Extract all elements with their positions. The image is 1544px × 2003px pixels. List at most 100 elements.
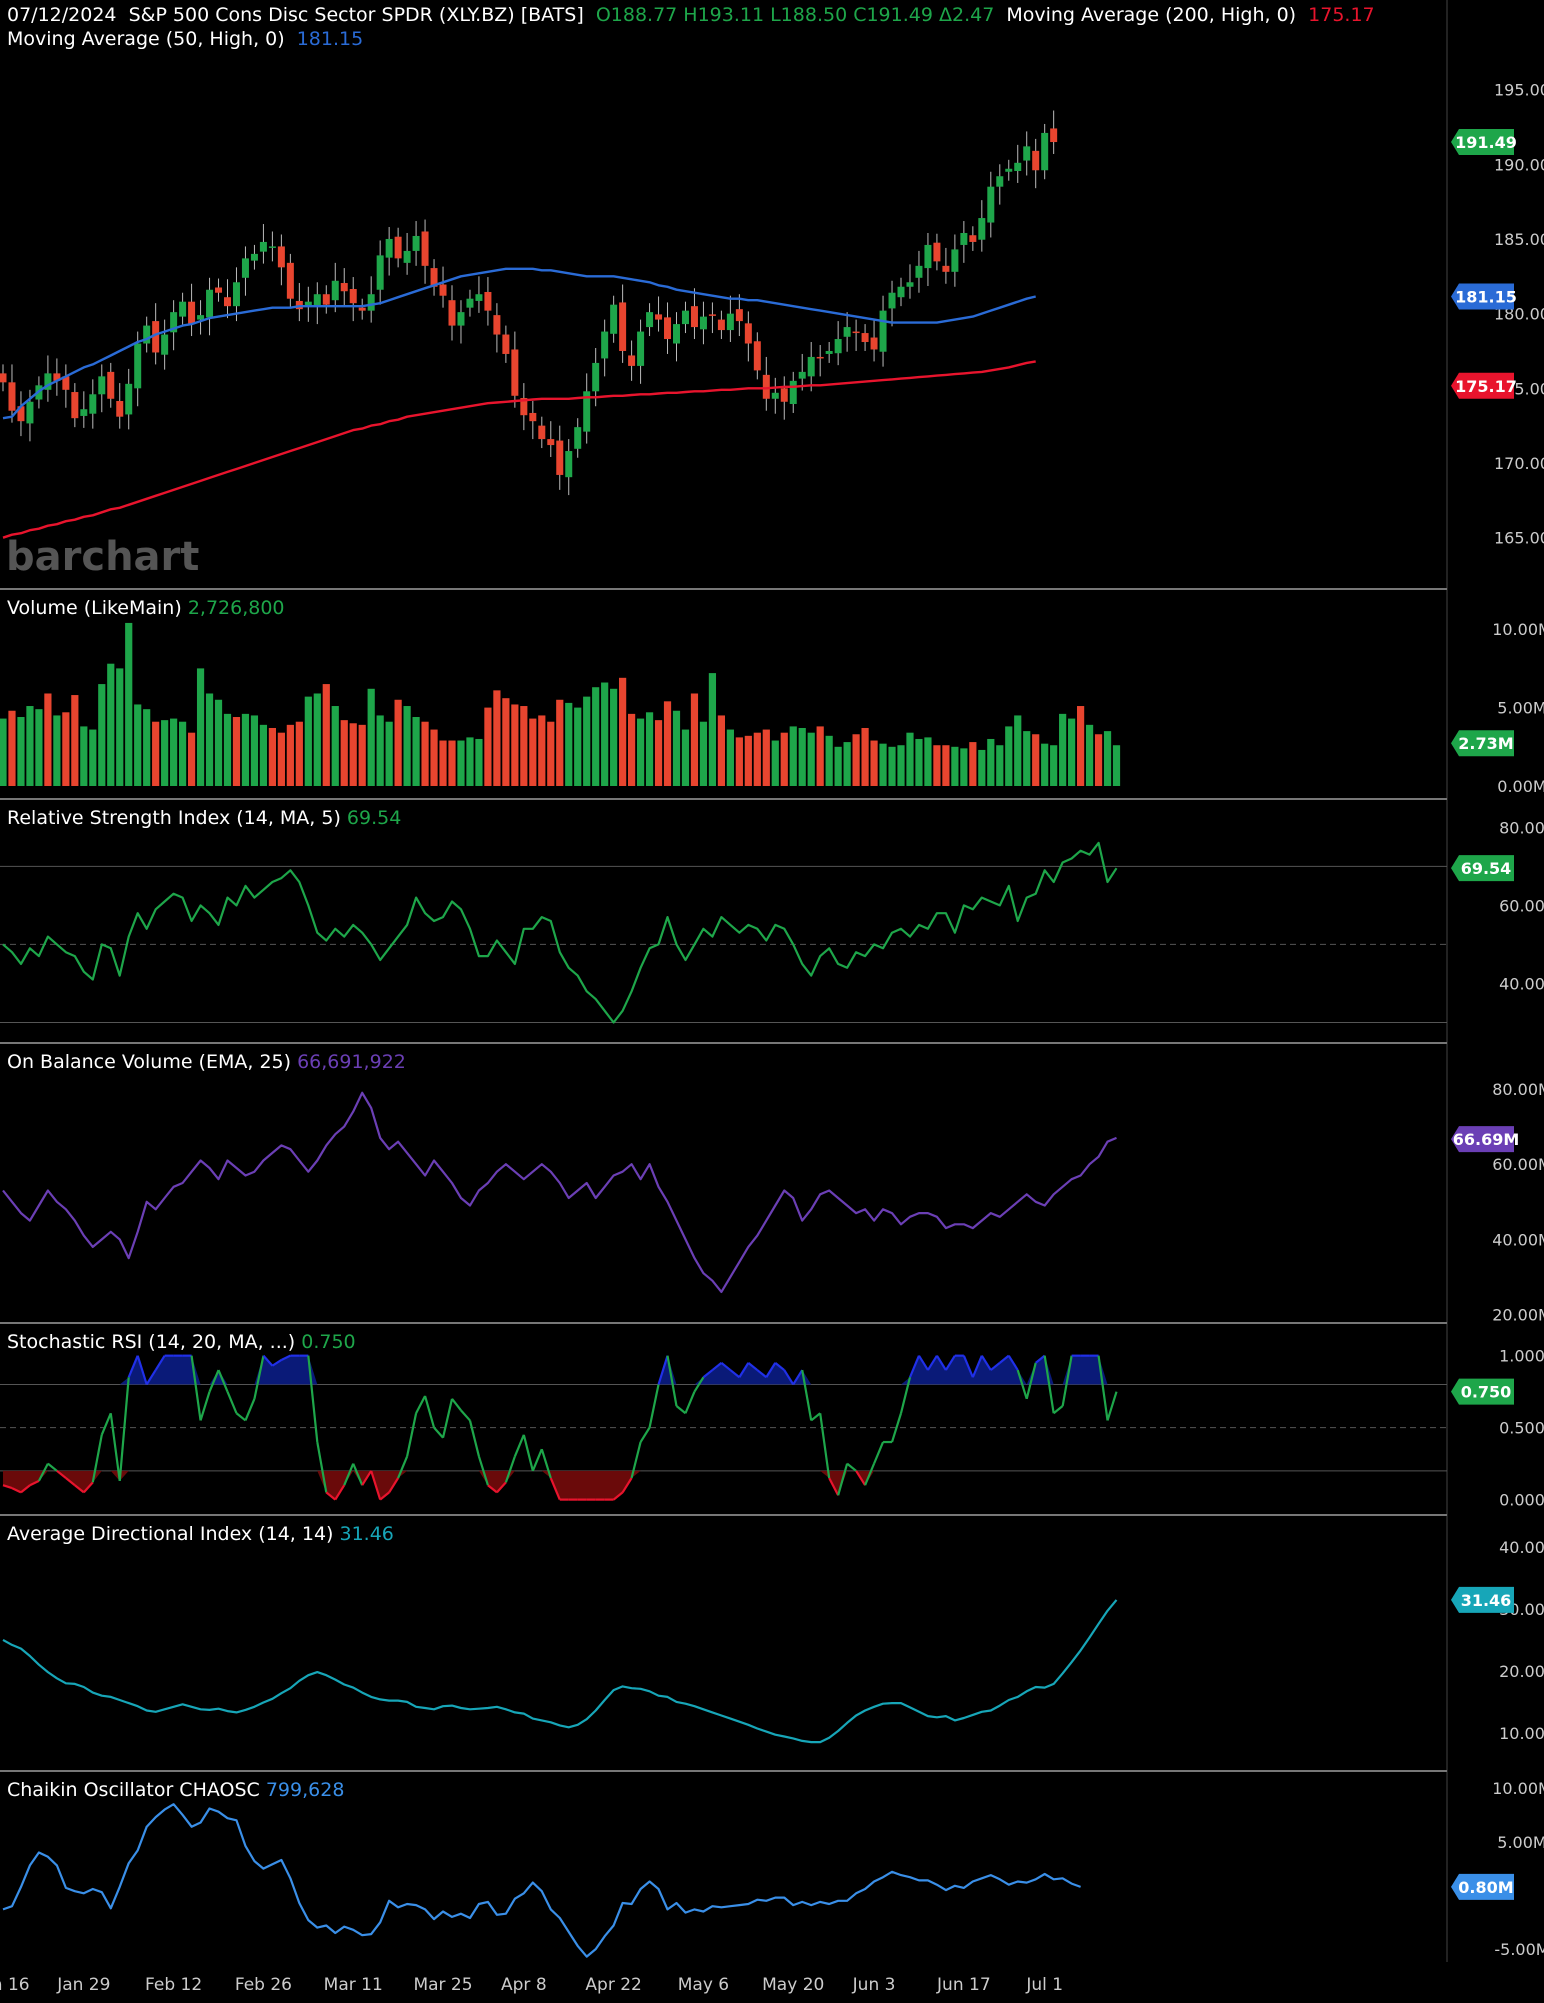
rsi-badge: 69.54 — [1461, 859, 1512, 878]
chaikin-badge-bg — [1451, 1873, 1514, 1900]
stoch-line-segment — [899, 1376, 912, 1414]
stoch-line-segment — [855, 1470, 867, 1486]
volume-bar — [286, 724, 294, 786]
stoch-badge: 0.750 — [1461, 1383, 1512, 1402]
chaikin-title: Chaikin Oscillator CHAOSC 799,628 — [7, 1779, 344, 1801]
x-axis-label: Feb 12 — [145, 1975, 202, 1995]
volume-bar — [71, 695, 79, 786]
stoch-rsi-title-value: 0.750 — [301, 1331, 355, 1353]
volume-badge-bg — [1451, 730, 1514, 757]
volume-bar — [241, 713, 250, 786]
candle-body — [942, 265, 950, 272]
volume-bar — [699, 721, 708, 786]
price-tick-label: 185.00 — [1494, 230, 1544, 249]
stoch-rsi-tick-label: 0.000 — [1499, 1491, 1544, 1510]
chaikin-badge: 0.80M — [1458, 1878, 1513, 1897]
candle-body — [744, 323, 752, 344]
stoch-line-segment — [828, 1477, 840, 1496]
volume-bar — [152, 721, 160, 786]
volume-bar — [89, 729, 97, 786]
volume-bar — [331, 706, 339, 786]
stoch-line-segment — [657, 1355, 669, 1385]
candle-body — [888, 292, 896, 309]
candle-body — [304, 301, 312, 307]
stoch-line-segment — [738, 1362, 750, 1378]
chaikin-title-text: Chaikin Oscillator CHAOSC — [7, 1779, 266, 1801]
volume-bar — [349, 723, 357, 786]
stoch-rsi-tick-label: 1.000 — [1499, 1347, 1544, 1366]
volume-bar — [556, 699, 564, 786]
rsi-tick-label: 40.00 — [1499, 974, 1544, 993]
x-axis-label: Jan 16 — [0, 1975, 30, 1995]
candle-body — [17, 406, 25, 422]
candle-body — [224, 297, 231, 307]
candle-body — [313, 294, 321, 307]
rsi-badge-bg — [1451, 855, 1514, 882]
stoch-line-segment — [190, 1355, 202, 1421]
stoch-line-segment — [441, 1398, 454, 1438]
candle-body — [771, 392, 779, 399]
candle-body — [726, 313, 734, 331]
stoch-line-segment — [388, 1477, 400, 1493]
volume-bar — [628, 713, 636, 786]
volume-bar — [1094, 734, 1103, 786]
volume-title: Volume (LikeMain) 2,726,800 — [7, 597, 285, 619]
stoch-line-segment — [819, 1413, 831, 1479]
stoch-line-segment — [145, 1369, 157, 1386]
volume-bar — [753, 732, 761, 786]
candle-body — [825, 350, 833, 354]
stoch-line-segment — [433, 1426, 444, 1439]
candle-body — [852, 331, 860, 334]
candle-body — [538, 425, 546, 440]
stoch-line-segment — [711, 1362, 723, 1371]
volume-bar — [789, 726, 797, 786]
volume-bar — [250, 715, 259, 786]
candle-body — [170, 312, 178, 333]
obv-title-text: On Balance Volume (EMA, 25) — [7, 1051, 297, 1073]
obv-tick-label: 80.00M — [1492, 1080, 1544, 1099]
rsi-title-text: Relative Strength Index (14, MA, 5) — [7, 807, 347, 829]
stoch-line-segment — [756, 1369, 767, 1379]
volume-bar — [161, 720, 169, 786]
volume-bar — [942, 745, 950, 786]
price-header-line2: Moving Average (50, High, 0) 181.15 — [7, 28, 369, 50]
volume-bar — [645, 712, 654, 786]
volume-bar — [762, 729, 770, 786]
volume-bar — [502, 698, 510, 786]
candle-body — [951, 249, 959, 272]
stoch-line-segment — [244, 1398, 256, 1421]
obv-tick-label: 40.00M — [1492, 1230, 1544, 1249]
candle-body — [62, 376, 70, 390]
volume-bar — [143, 709, 151, 786]
price-tick-label: 165.00 — [1494, 529, 1544, 548]
stoch-line-segment — [944, 1355, 956, 1371]
candle-body — [412, 235, 420, 251]
candle-body — [673, 324, 680, 344]
candle-body — [861, 333, 869, 343]
candle-body — [134, 343, 142, 389]
stoch-line-segment — [280, 1354, 291, 1361]
volume-bar — [870, 740, 878, 786]
stoch-line-segment — [271, 1359, 282, 1367]
volume-bar — [771, 740, 779, 786]
volume-bar — [1112, 745, 1121, 786]
x-axis-label: Mar 25 — [413, 1975, 472, 1995]
candle-body — [197, 315, 205, 320]
candle-body — [1014, 162, 1022, 172]
candle-body — [789, 380, 797, 404]
stoch-line-segment — [792, 1369, 804, 1386]
volume-bar — [583, 696, 591, 786]
candle-body — [125, 383, 133, 415]
candle-body — [376, 255, 384, 290]
candle-body — [107, 371, 115, 399]
candle-body — [26, 401, 34, 424]
stoch-line-segment — [37, 1463, 49, 1482]
volume-bar — [439, 740, 447, 786]
stoch-line-segment — [639, 1427, 651, 1443]
candle-body — [457, 312, 465, 326]
volume-bar — [125, 622, 133, 786]
last-price-badge-bg — [1451, 129, 1514, 156]
stoch-line-segment — [540, 1448, 552, 1479]
volume-bar — [960, 748, 968, 786]
stoch-line-segment — [235, 1412, 247, 1422]
